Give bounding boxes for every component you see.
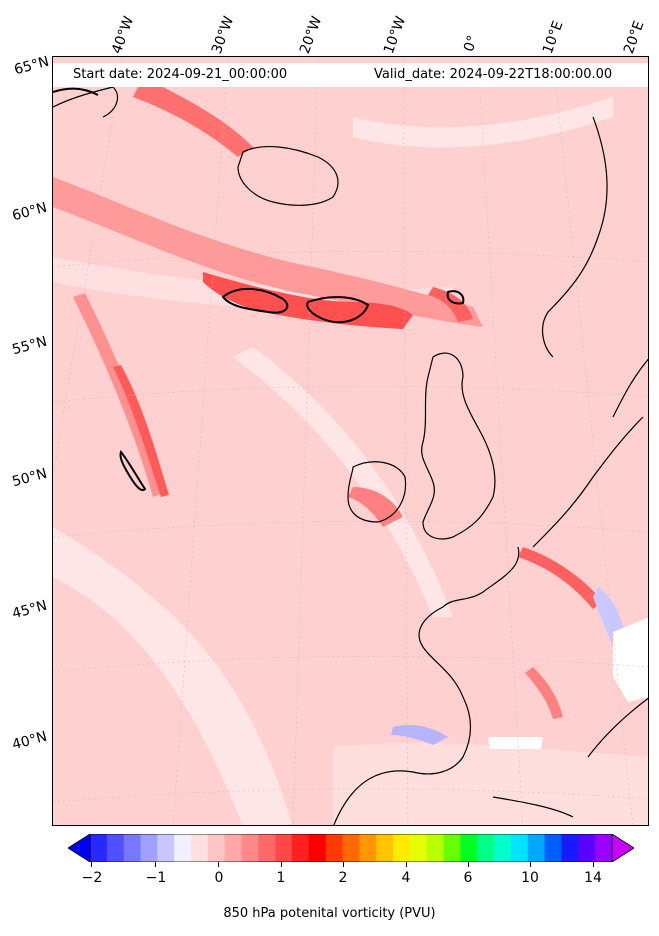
colorbar-tick	[530, 862, 531, 867]
colorbar-cell	[359, 834, 377, 862]
colorbar-tick	[281, 862, 282, 867]
colorbar-cell	[595, 834, 613, 862]
colorbar-tick-label: 10	[521, 870, 539, 886]
colorbar-cell	[123, 834, 142, 862]
colorbar-cell	[275, 834, 293, 862]
colorbar-extend-max	[612, 834, 634, 862]
colorbar-cell	[140, 834, 158, 862]
colorbar-cell	[443, 834, 462, 862]
lat-label-55n: 55°N	[10, 333, 49, 359]
colorbar-cell	[292, 834, 310, 862]
colorbar-label: 850 hPa potenital vorticity (PVU)	[223, 906, 436, 921]
lat-label-50n: 50°N	[10, 465, 49, 491]
lon-label-20w: 20°W	[296, 14, 326, 56]
colorbar-cell	[325, 834, 344, 862]
colorbar-cell	[561, 834, 579, 862]
lon-label-10e: 10°E	[539, 18, 567, 56]
colorbar-cell	[224, 834, 243, 862]
valid-date: Valid_date: 2024-09-22T18:00:00.00	[374, 67, 613, 82]
lon-label-0: 0°	[460, 33, 482, 54]
colorbar-cell	[578, 834, 596, 862]
colorbar-tick-label: 2	[338, 870, 348, 886]
colorbar-cell	[241, 834, 259, 862]
colorbar-cell	[544, 834, 563, 862]
start-date: Start date: 2024-09-21_00:00:00	[73, 67, 288, 82]
colorbar-cell	[527, 834, 546, 862]
colorbar-cell	[460, 834, 478, 862]
colorbar-cell	[258, 834, 276, 862]
colorbar-tick	[91, 862, 92, 867]
colorbar-cell	[426, 834, 445, 862]
colorbar-tick-label: 1	[276, 870, 286, 886]
colorbar-tick-label: 14	[584, 870, 602, 886]
colorbar-tick	[406, 862, 407, 867]
colorbar-cell	[409, 834, 428, 862]
colorbar-tick	[155, 862, 156, 867]
colorbar-cell	[90, 834, 108, 862]
colorbar-cell	[393, 834, 411, 862]
colorbar-cell	[191, 834, 209, 862]
lon-label-20e: 20°E	[620, 18, 648, 56]
map-panel	[52, 56, 649, 826]
lat-label-40n: 40°N	[10, 728, 49, 754]
colorbar-cell	[510, 834, 529, 862]
vorticity-field	[53, 57, 648, 825]
colorbar-tick-label: 6	[463, 870, 473, 886]
colorbar-tick	[593, 862, 594, 867]
lon-label-40w: 40°W	[108, 14, 138, 56]
lat-label-60n: 60°N	[10, 199, 49, 225]
colorbar-tick	[343, 862, 344, 867]
colorbar	[68, 834, 634, 862]
colorbar-tick-label: 4	[401, 870, 411, 886]
colorbar-cell	[477, 834, 495, 862]
colorbar-cell	[106, 834, 125, 862]
lat-label-65n: 65°N	[12, 53, 51, 79]
colorbar-tick-label: 0	[214, 870, 224, 886]
colorbar-cell	[207, 834, 226, 862]
lat-label-45n: 45°N	[10, 597, 49, 623]
colorbar-tick-label: −1	[145, 870, 167, 886]
colorbar-extend-min	[68, 834, 90, 862]
colorbar-cell	[342, 834, 361, 862]
colorbar-tick	[468, 862, 469, 867]
colorbar-tick-label: −2	[81, 870, 103, 886]
colorbar-cell	[494, 834, 512, 862]
colorbar-cell	[376, 834, 394, 862]
colorbar-tick	[218, 862, 219, 867]
colorbar-cell	[174, 834, 192, 862]
lon-label-30w: 30°W	[208, 14, 238, 56]
lon-label-10w: 10°W	[380, 14, 410, 56]
colorbar-cell	[157, 834, 175, 862]
colorbar-cell	[308, 834, 327, 862]
header-strip	[53, 63, 648, 87]
